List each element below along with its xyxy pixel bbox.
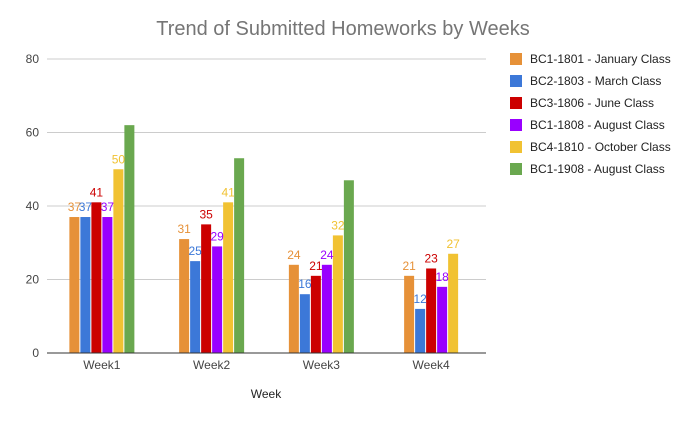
y-tick-label: 0 xyxy=(32,346,39,360)
y-axis-ticks: 0 20 40 60 80 xyxy=(26,52,40,360)
bar xyxy=(299,294,310,353)
bar xyxy=(288,264,299,353)
x-axis-ticks: Week1 Week2 Week3 Week4 xyxy=(83,358,450,372)
legend-label: BC3-1806 - June Class xyxy=(530,96,654,110)
bar xyxy=(102,217,113,353)
data-label: 16 xyxy=(298,277,312,291)
legend-label: BC1-1908 - August Class xyxy=(530,162,665,176)
bar xyxy=(212,246,223,353)
data-label: 31 xyxy=(177,222,191,236)
legend-swatch xyxy=(510,119,522,131)
bar xyxy=(113,169,124,353)
x-tick-label: Week1 xyxy=(83,358,120,372)
data-label: 12 xyxy=(413,292,427,306)
bar xyxy=(80,217,91,353)
y-tick-label: 80 xyxy=(26,52,40,66)
bar xyxy=(426,268,437,353)
bar xyxy=(332,235,343,353)
data-label: 21 xyxy=(309,259,323,273)
data-label: 37 xyxy=(101,200,115,214)
data-label: 21 xyxy=(402,259,416,273)
legend-label: BC1-1801 - January Class xyxy=(530,52,671,66)
bar xyxy=(404,275,415,353)
bar xyxy=(234,158,245,353)
bar xyxy=(179,239,190,353)
data-label: 37 xyxy=(68,200,82,214)
x-tick-label: Week3 xyxy=(303,358,340,372)
data-label: 24 xyxy=(320,248,334,262)
data-label: 32 xyxy=(331,218,345,232)
data-label: 25 xyxy=(188,244,202,258)
y-tick-label: 40 xyxy=(26,199,40,213)
legend-swatch xyxy=(510,97,522,109)
x-tick-label: Week2 xyxy=(193,358,230,372)
legend-swatch xyxy=(510,75,522,87)
data-label: 37 xyxy=(79,200,93,214)
y-tick-label: 20 xyxy=(26,273,40,287)
bar xyxy=(69,217,80,353)
bar xyxy=(321,264,332,353)
bar xyxy=(223,202,234,353)
data-label: 50 xyxy=(112,152,126,166)
bar xyxy=(190,261,201,353)
legend-swatch xyxy=(510,53,522,65)
data-label: 29 xyxy=(210,229,224,243)
bar xyxy=(91,202,102,353)
x-tick-label: Week4 xyxy=(413,358,450,372)
x-axis-title: Week xyxy=(251,387,282,401)
data-label: 18 xyxy=(435,270,449,284)
legend: BC1-1801 - January Class BC2-1803 - March… xyxy=(510,52,671,176)
bars xyxy=(69,125,459,354)
y-tick-label: 60 xyxy=(26,126,40,140)
data-label: 23 xyxy=(424,251,438,265)
data-label: 24 xyxy=(287,248,301,262)
legend-label: BC1-1808 - August Class xyxy=(530,118,665,132)
chart-title: Trend of Submitted Homeworks by Weeks xyxy=(156,18,529,40)
bar xyxy=(448,253,459,353)
bar xyxy=(310,275,321,353)
legend-label: BC4-1810 - October Class xyxy=(530,140,671,154)
bar xyxy=(124,125,135,354)
data-label: 41 xyxy=(90,185,104,199)
bar xyxy=(201,224,212,353)
data-label: 35 xyxy=(199,207,213,221)
bar xyxy=(415,308,426,353)
legend-swatch xyxy=(510,141,522,153)
bar xyxy=(343,180,354,353)
bar xyxy=(437,286,448,353)
legend-swatch xyxy=(510,163,522,175)
data-label: 27 xyxy=(446,237,460,251)
legend-label: BC2-1803 - March Class xyxy=(530,74,661,88)
data-label: 41 xyxy=(221,185,235,199)
gridlines xyxy=(47,58,486,280)
